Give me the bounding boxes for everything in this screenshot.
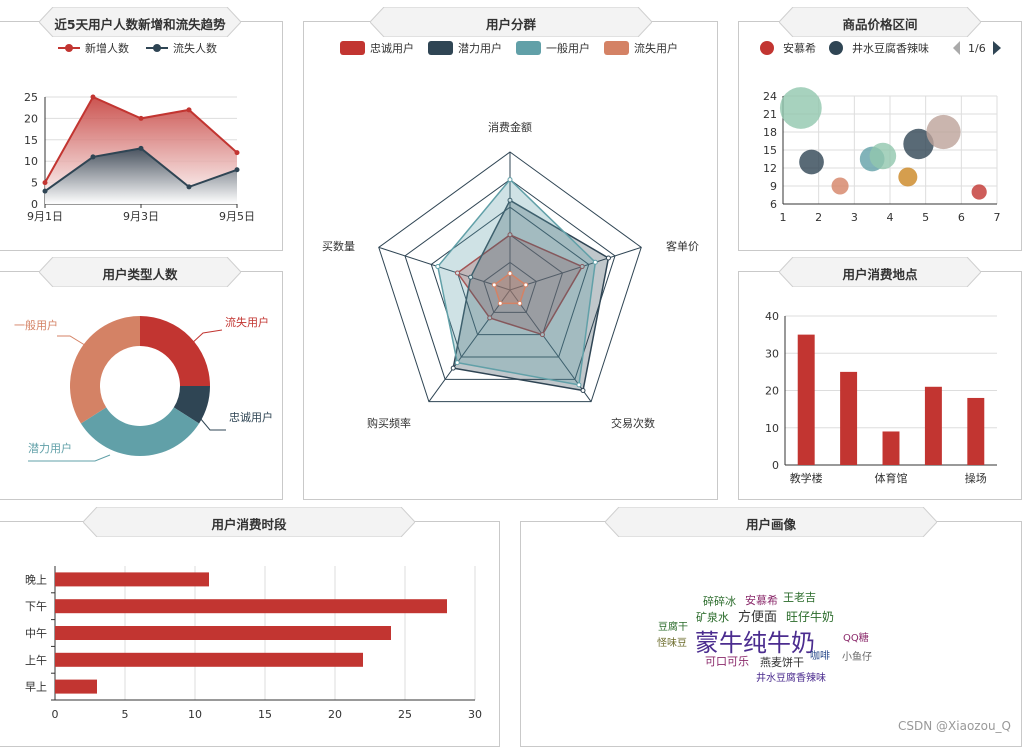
bubble-panel: 商品价格区间 (738, 7, 1022, 251)
word-cloud-word: 方便面 (738, 610, 778, 625)
word-cloud-word: 可口可乐 (705, 655, 749, 668)
word-cloud-word: 碎碎冰 (703, 595, 736, 608)
word-cloud-word: QQ糖 (843, 633, 869, 644)
word-cloud-word: 怪味豆 (657, 638, 687, 649)
watermark: CSDN @Xiaozou_Q (898, 719, 1011, 733)
portrait-title-tab: 用户画像 (605, 507, 937, 537)
radar-title-tab: 用户分群 (370, 7, 652, 37)
word-cloud-word: 小鱼仔 (842, 652, 872, 663)
donut-title-tab: 用户类型人数 (39, 257, 241, 287)
word-cloud-word: 王老吉 (783, 591, 816, 604)
period-panel: 用户消费时段 (0, 507, 500, 747)
word-cloud-word: 豆腐干 (658, 622, 688, 633)
word-cloud: 蒙牛纯牛奶 方便面 旺仔牛奶 碎碎冰 安慕希 王老吉矿泉水 豆腐干怪味豆 QQ糖小鱼仔 可口可乐… (520, 521, 1022, 741)
word-cloud-word: 咖啡 (810, 651, 830, 662)
trend-title: 近5天用户人数新增和流失趋势 (54, 17, 226, 32)
place-title: 用户消费地点 (842, 267, 918, 282)
word-cloud-word: 蒙牛纯牛奶 (695, 629, 815, 657)
donut-panel: 用户类型人数 (0, 257, 283, 500)
period-title: 用户消费时段 (211, 517, 287, 532)
place-panel: 用户消费地点 (738, 257, 1022, 500)
word-cloud-word: 矿泉水 (696, 611, 729, 624)
radar-panel: 用户分群 (303, 7, 718, 500)
bubble-title: 商品价格区间 (842, 17, 918, 32)
radar-title: 用户分群 (485, 17, 536, 32)
trend-panel: 近5天用户人数新增和流失趋势 (0, 7, 283, 251)
word-cloud-word: 安慕希 (745, 594, 778, 607)
period-title-tab: 用户消费时段 (83, 507, 415, 537)
place-title-tab: 用户消费地点 (779, 257, 981, 287)
word-cloud-word: 旺仔牛奶 (786, 610, 835, 624)
portrait-title: 用户画像 (745, 517, 796, 532)
word-cloud-word: 燕麦饼干 (760, 656, 804, 669)
word-cloud-word: 井水豆腐香辣味 (756, 673, 826, 684)
bubble-title-tab: 商品价格区间 (779, 7, 981, 37)
donut-title: 用户类型人数 (102, 267, 178, 282)
trend-title-tab: 近5天用户人数新增和流失趋势 (39, 7, 241, 37)
